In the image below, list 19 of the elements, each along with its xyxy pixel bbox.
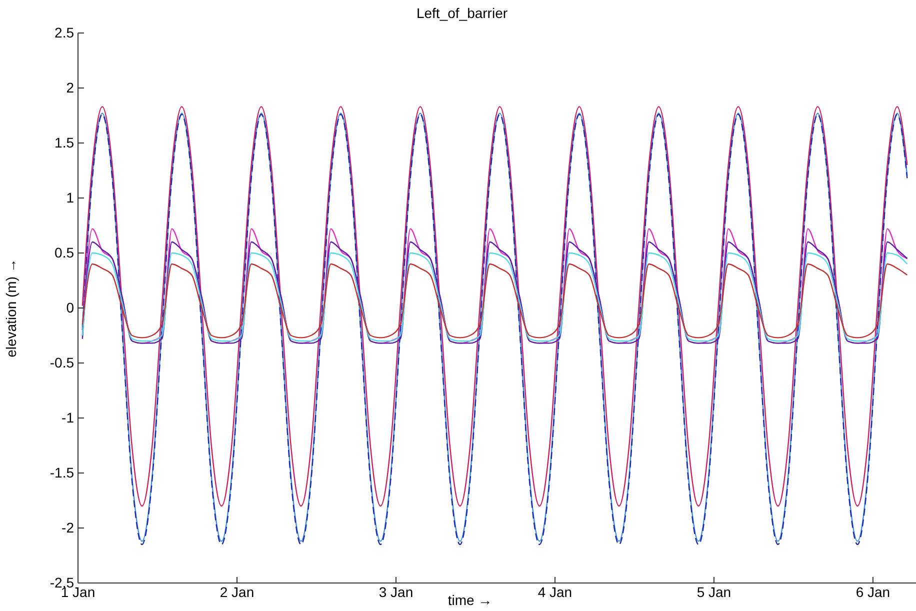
y-tick-label: -2: [62, 519, 74, 536]
x-axis-title: time →: [448, 592, 492, 608]
y-tick-label: 2: [66, 79, 74, 96]
y-tick-label: 2.5: [54, 24, 74, 40]
x-tick-label: 6 Jan: [856, 584, 890, 600]
x-tick-label: 5 Jan: [696, 584, 732, 600]
y-axis-title: elevation (m) →: [3, 258, 19, 358]
y-tick-label: -1.5: [50, 464, 74, 480]
line-series: [82, 263, 908, 338]
x-tick-label: 4 Jan: [538, 584, 572, 600]
chart-title: Left_of_barrier: [416, 5, 508, 21]
y-tick-label: -1: [62, 409, 74, 426]
y-tick-label: -0.5: [50, 354, 74, 370]
y-tick-label: 1: [66, 189, 74, 206]
y-tick-label: 0: [66, 299, 74, 316]
x-tick-label: 3 Jan: [378, 584, 414, 600]
x-tick-label: 2 Jan: [220, 584, 254, 600]
y-tick-label: 0.5: [54, 244, 74, 260]
y-tick-label: 1.5: [54, 134, 74, 150]
